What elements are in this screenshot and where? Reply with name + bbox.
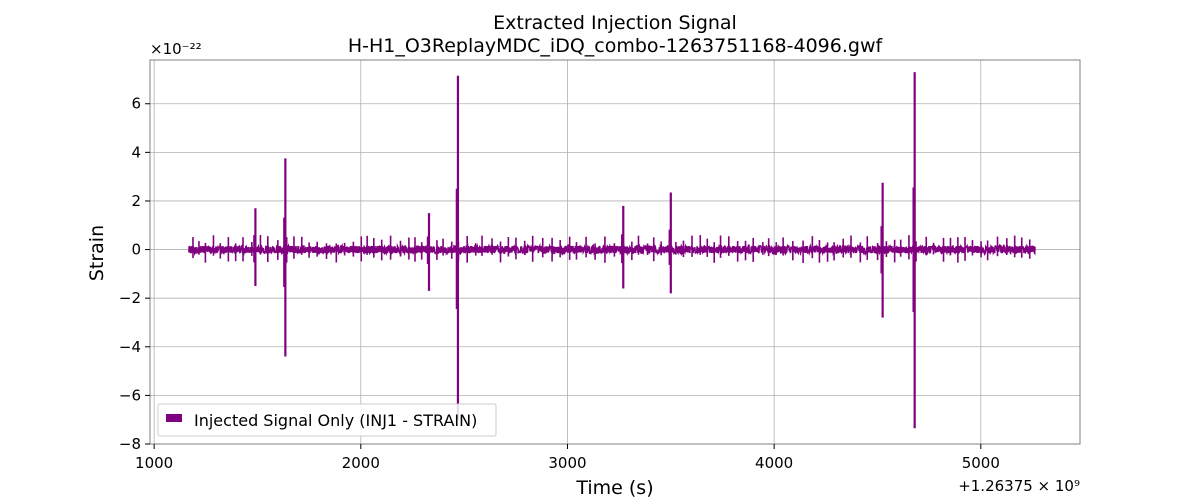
- y-tick-label: −4: [119, 338, 141, 356]
- x-axis-ticks: 1000 2000 3000 4000 5000: [135, 444, 1000, 472]
- legend: Injected Signal Only (INJ1 - STRAIN): [157, 403, 497, 437]
- plot-frame: [149, 59, 1081, 445]
- y-tick-label: −2: [119, 289, 141, 307]
- y-tick-label: 6: [131, 95, 141, 113]
- y-tick-label: −6: [119, 386, 141, 404]
- y-axis-ticks: −8 −6 −4 −2 0 2 4 6: [119, 95, 150, 453]
- legend-swatch: [166, 414, 182, 422]
- y-axis-label: Strain: [86, 225, 108, 281]
- y-tick-label: 4: [131, 143, 141, 161]
- x-tick-label: 3000: [548, 454, 586, 472]
- x-tick-label: 1000: [135, 454, 173, 472]
- y-tick-label: 0: [131, 241, 141, 259]
- x-tick-label: 4000: [755, 454, 793, 472]
- x-tick-label: 5000: [962, 454, 1000, 472]
- chart-title: Extracted Injection Signal: [493, 12, 737, 34]
- y-tick-label: −8: [119, 435, 141, 453]
- chart-subtitle: H-H1_O3ReplayMDC_iDQ_combo-1263751168-40…: [348, 35, 884, 57]
- series-layer: [188, 72, 1036, 429]
- legend-label: Injected Signal Only (INJ1 - STRAIN): [194, 411, 477, 430]
- x-tick-label: 2000: [342, 454, 380, 472]
- x-axis-label: Time (s): [575, 477, 653, 499]
- x-axis-offset: +1.26375 × 10⁹: [958, 477, 1080, 495]
- legend-box: [157, 403, 497, 437]
- y-axis-multiplier: ×10⁻²²: [150, 40, 202, 58]
- y-tick-label: 2: [131, 192, 141, 210]
